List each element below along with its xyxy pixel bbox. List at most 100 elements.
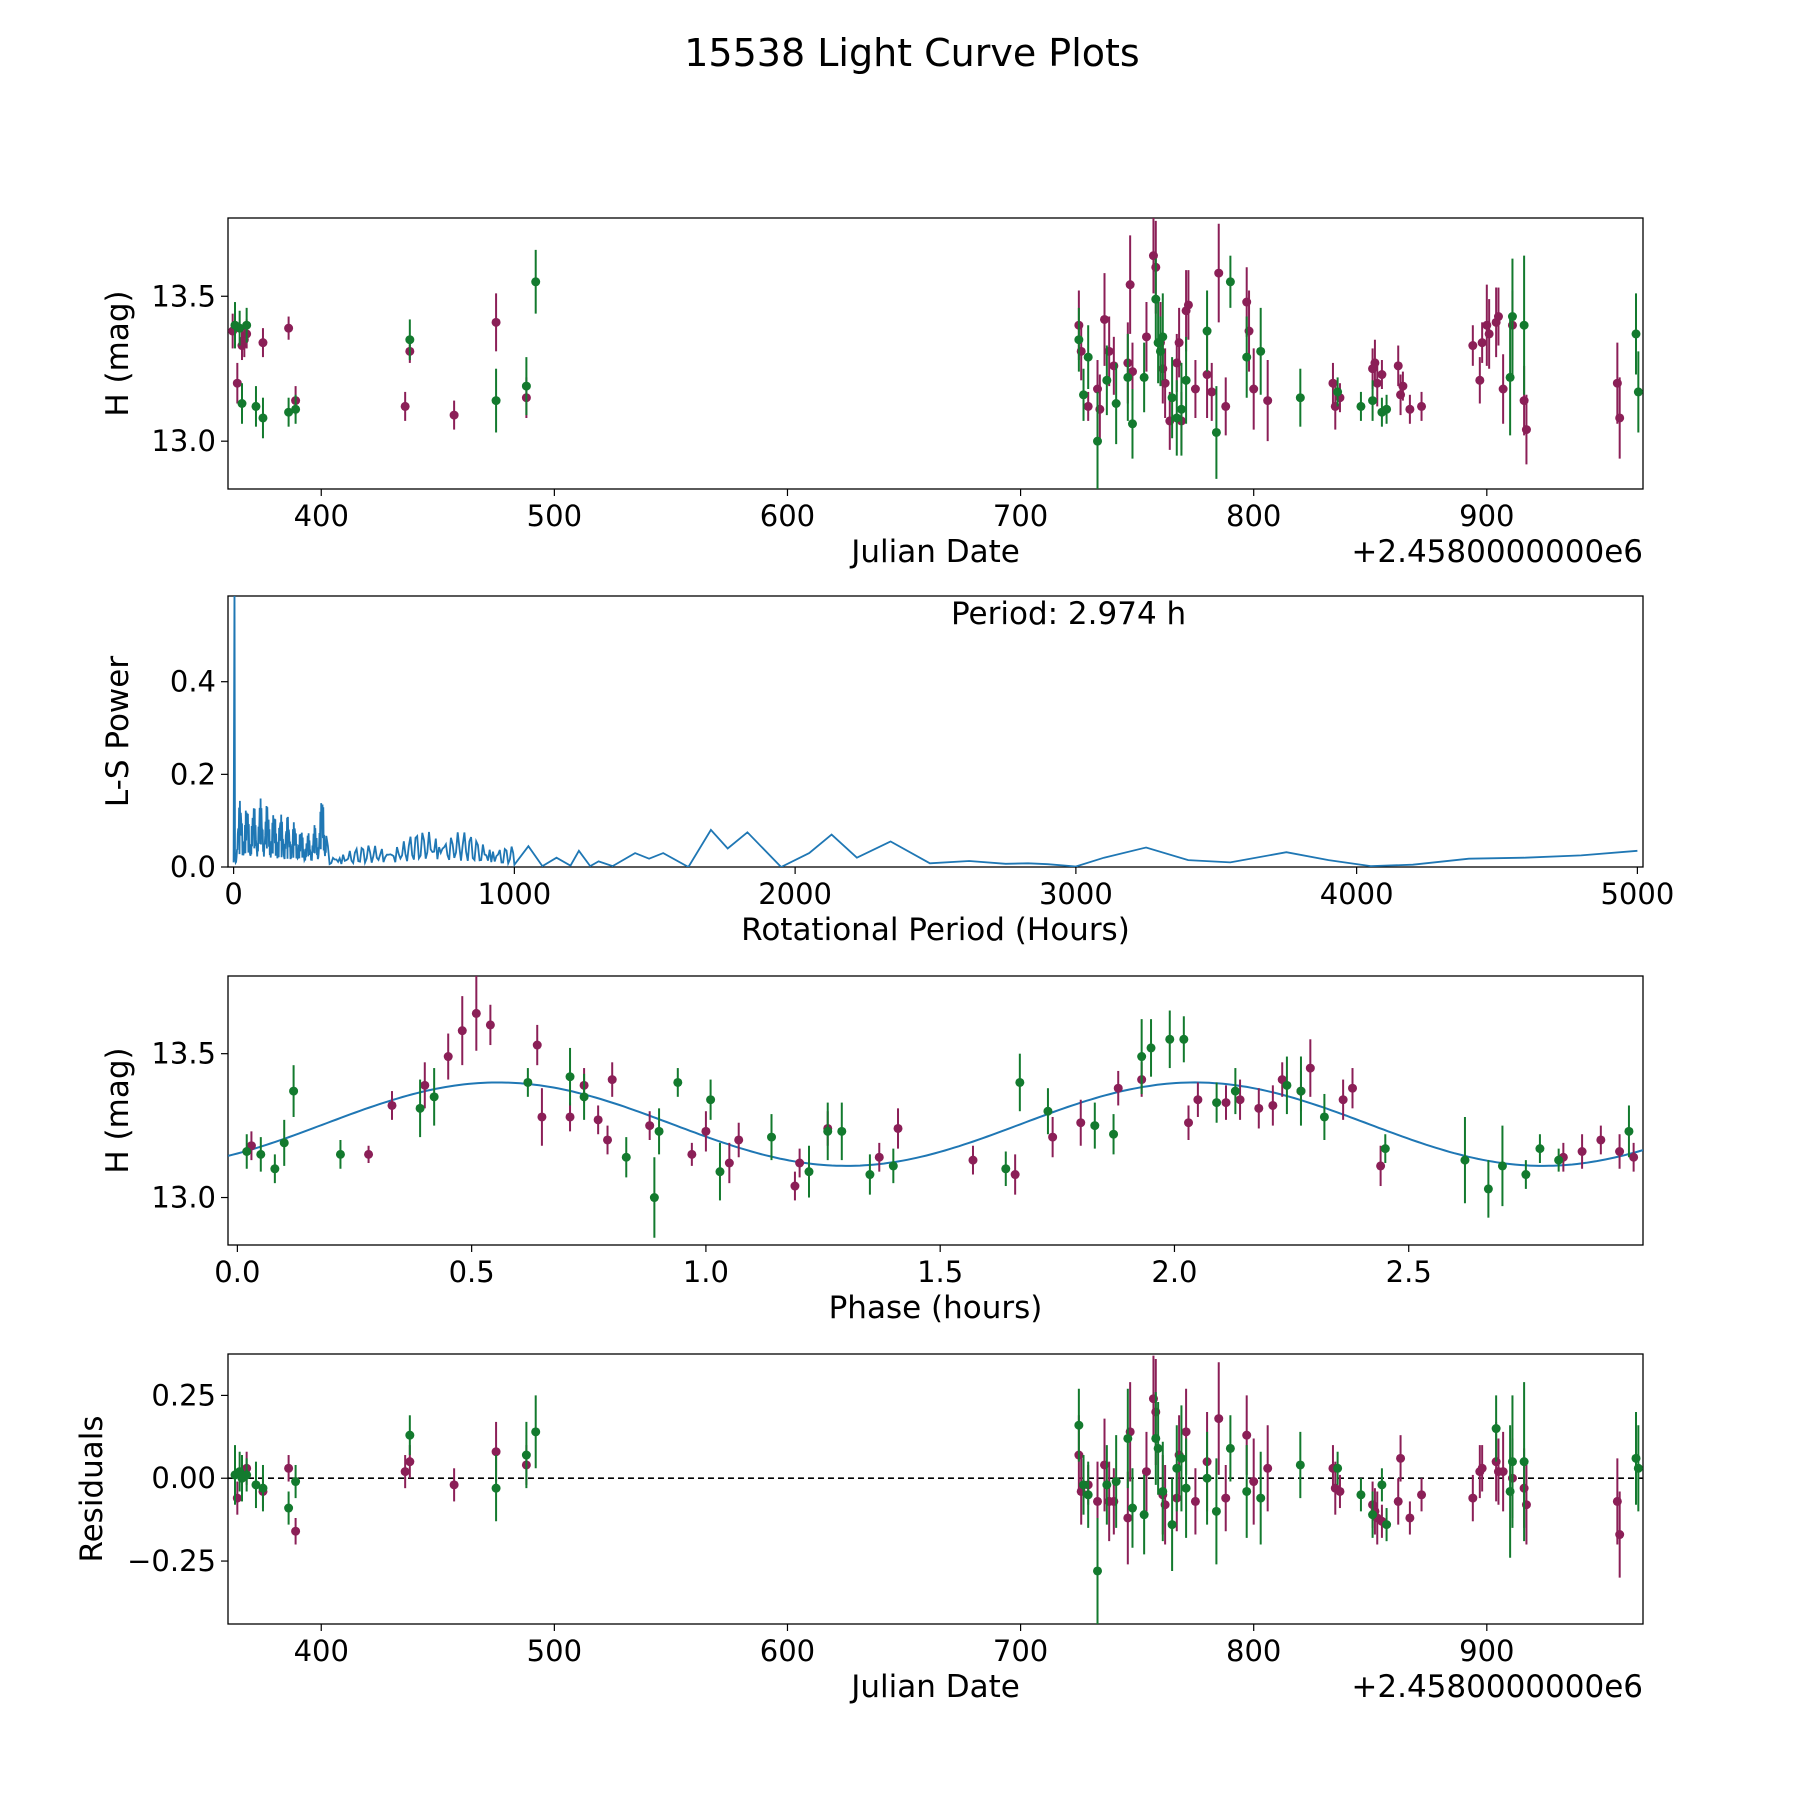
- data-point: [1372, 378, 1382, 388]
- data-point: [1398, 381, 1408, 391]
- data-point: [1225, 277, 1235, 287]
- data-point: [1015, 1077, 1025, 1087]
- data-point: [235, 323, 245, 333]
- data-point: [893, 1123, 903, 1133]
- data-point: [865, 1170, 875, 1180]
- data-point: [1141, 1467, 1151, 1477]
- data-point: [279, 1138, 289, 1148]
- y-axis-label: L-S Power: [100, 656, 136, 807]
- x-tick-label: 500: [527, 499, 582, 533]
- data-point: [1405, 404, 1415, 414]
- model-fit-curve: [228, 1081, 1643, 1167]
- y-tick-label: 13.0: [151, 1181, 216, 1215]
- data-point: [1382, 404, 1392, 414]
- data-point: [242, 1146, 252, 1156]
- data-point: [387, 1100, 397, 1110]
- x-tick-label: 600: [760, 1634, 815, 1668]
- data-point: [579, 1092, 589, 1102]
- data-point: [823, 1126, 833, 1136]
- data-point: [1535, 1144, 1545, 1154]
- data-point: [1629, 1152, 1639, 1162]
- data-point: [1172, 1463, 1182, 1473]
- data-point: [1319, 1112, 1329, 1122]
- data-point: [258, 1483, 268, 1493]
- data-point: [1137, 1052, 1147, 1062]
- data-point: [1139, 1510, 1149, 1520]
- x-tick-label: 900: [1459, 499, 1514, 533]
- data-point: [1090, 1121, 1100, 1131]
- data-point: [284, 407, 294, 417]
- data-point: [258, 413, 268, 423]
- data-point: [1254, 1103, 1264, 1113]
- data-point: [1221, 1493, 1231, 1503]
- data-point: [1577, 1146, 1587, 1156]
- data-point: [1491, 1424, 1501, 1434]
- data-point: [804, 1167, 814, 1177]
- data-point: [1295, 1460, 1305, 1470]
- data-point: [251, 401, 261, 411]
- data-point: [888, 1161, 898, 1171]
- data-point: [1146, 1043, 1156, 1053]
- data-point: [1158, 332, 1168, 342]
- data-point: [1483, 1184, 1493, 1194]
- data-point: [1123, 372, 1133, 382]
- data-point: [1519, 320, 1529, 330]
- x-tick-label: 0.5: [449, 1255, 495, 1289]
- data-point: [1076, 1118, 1086, 1128]
- axes-frame: [227, 595, 1644, 868]
- data-point: [706, 1095, 716, 1105]
- data-point: [270, 1164, 280, 1174]
- x-tick-label: 600: [760, 499, 815, 533]
- period-annotation: Period: 2.974 h: [951, 596, 1186, 632]
- data-point: [1631, 329, 1641, 339]
- data-point: [1158, 1486, 1168, 1496]
- x-tick-label: 2.5: [1386, 1255, 1432, 1289]
- data-point: [1111, 398, 1121, 408]
- x-tick-label: 800: [1226, 499, 1281, 533]
- data-point: [874, 1152, 884, 1162]
- data-point: [1333, 1463, 1343, 1473]
- data-point: [1460, 1155, 1470, 1165]
- x-tick-label: 3000: [1039, 877, 1113, 911]
- data-point: [1333, 387, 1343, 397]
- data-point: [1393, 1496, 1403, 1506]
- y-tick-label: 0.25: [151, 1378, 216, 1412]
- data-point: [1230, 1086, 1240, 1096]
- data-point: [1368, 396, 1378, 406]
- data-point: [790, 1181, 800, 1191]
- data-point: [1368, 1510, 1378, 1520]
- y-tick-label: 13.5: [151, 279, 216, 313]
- data-point: [837, 1126, 847, 1136]
- data-point: [1225, 1443, 1235, 1453]
- data-point: [1093, 1496, 1103, 1506]
- data-point: [1497, 1161, 1507, 1171]
- y-tick-label: −0.25: [127, 1544, 216, 1578]
- data-point: [1043, 1106, 1053, 1116]
- data-point: [701, 1126, 711, 1136]
- data-point: [1263, 396, 1273, 406]
- data-point: [1615, 1530, 1625, 1540]
- data-point: [1202, 326, 1212, 336]
- data-point: [1380, 1144, 1390, 1154]
- data-point: [1356, 1490, 1366, 1500]
- data-point: [531, 277, 541, 287]
- data-point: [1202, 370, 1212, 380]
- data-point: [1176, 1453, 1186, 1463]
- data-point: [1202, 1473, 1212, 1483]
- data-point: [1477, 338, 1487, 348]
- x-axis-label: Julian Date: [849, 1669, 1020, 1705]
- data-point: [1484, 329, 1494, 339]
- data-point: [1048, 1132, 1058, 1142]
- data-point: [1242, 1430, 1252, 1440]
- data-point: [1335, 1486, 1345, 1496]
- data-point: [649, 1193, 659, 1203]
- data-point: [1139, 372, 1149, 382]
- data-point: [420, 1080, 430, 1090]
- data-point: [491, 1447, 501, 1457]
- data-point: [795, 1158, 805, 1168]
- x-tick-label: 0: [224, 877, 242, 911]
- data-point: [565, 1072, 575, 1082]
- data-point: [1249, 1477, 1259, 1487]
- x-tick-label: 1000: [477, 877, 551, 911]
- light-curve-panel: 400 500 600 700 800 900 13.0 13.5 Julian Date H (…: [100, 217, 1644, 570]
